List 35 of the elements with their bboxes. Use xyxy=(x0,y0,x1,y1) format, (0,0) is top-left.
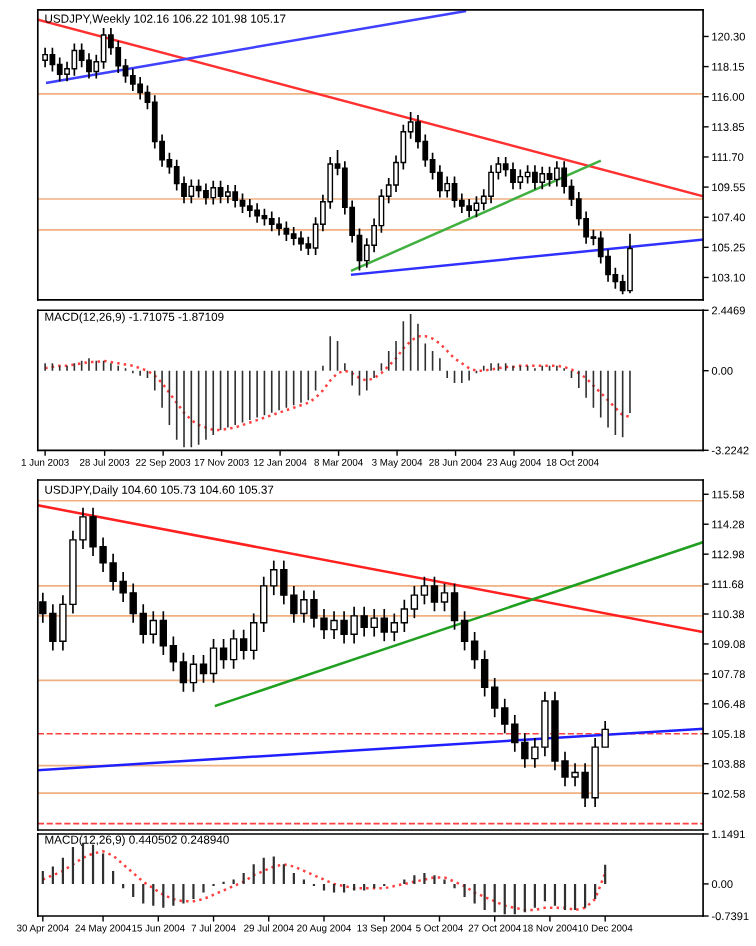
candlestick xyxy=(290,226,297,247)
candlestick xyxy=(444,175,451,199)
candlestick xyxy=(86,52,92,80)
candlestick xyxy=(71,42,78,77)
candlestick xyxy=(56,56,63,83)
candlestick xyxy=(524,164,531,185)
candlestick xyxy=(188,178,195,205)
candlestick xyxy=(246,198,253,219)
line-series xyxy=(43,334,632,432)
candlestick xyxy=(627,232,633,294)
candlestick xyxy=(510,161,516,191)
candlestick xyxy=(517,168,524,191)
candlestick xyxy=(546,165,553,188)
candlestick xyxy=(488,164,494,205)
candlestick xyxy=(553,160,560,188)
candlestick xyxy=(210,179,217,206)
candlestick xyxy=(437,164,443,199)
candlestick xyxy=(137,76,144,101)
candlestick xyxy=(217,179,224,205)
candlestick xyxy=(239,192,246,214)
candlestick xyxy=(203,182,209,206)
candlestick xyxy=(268,210,275,233)
candlestick xyxy=(561,160,568,195)
candlestick xyxy=(224,184,231,205)
line-series xyxy=(41,850,607,912)
candlestick xyxy=(254,202,261,224)
candlestick xyxy=(539,165,546,191)
candlestick xyxy=(532,164,538,191)
candlestick xyxy=(298,230,304,252)
candlestick xyxy=(466,198,473,219)
candlestick xyxy=(283,220,290,242)
candlestick xyxy=(232,184,239,209)
candlestick xyxy=(195,178,202,199)
candlestick xyxy=(129,67,136,92)
candlestick xyxy=(276,216,282,237)
